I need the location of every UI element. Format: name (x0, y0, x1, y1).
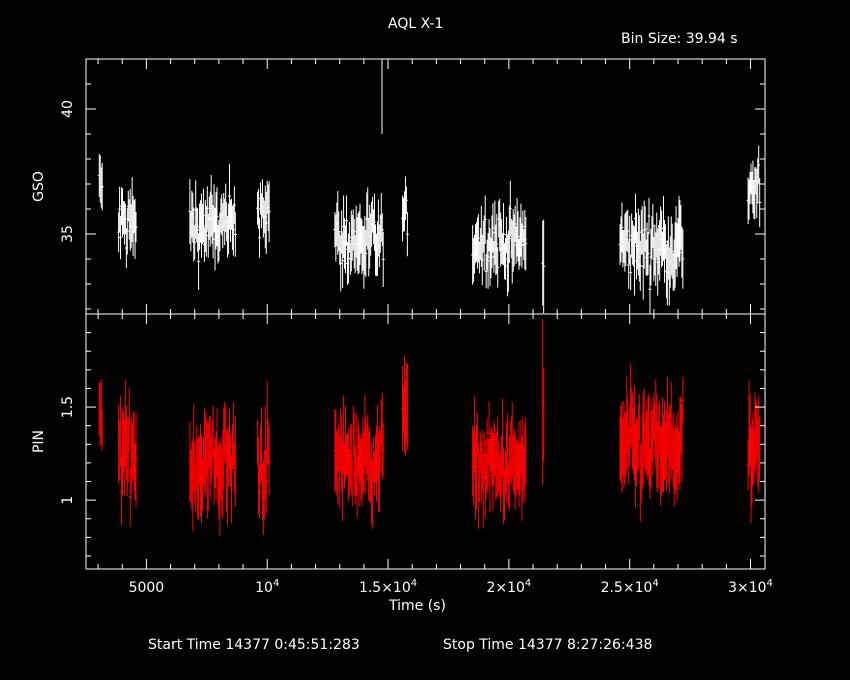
y-axis-label-pin: PIN (31, 430, 47, 453)
x-axis-label: Time (s) (389, 598, 446, 614)
y-tick-label: 40 (60, 100, 76, 118)
x-tick-label: 2×104 (486, 578, 531, 596)
y-tick-label: 1 (60, 496, 76, 505)
bin-size-label: Bin Size: 39.94 s (621, 31, 738, 47)
x-tick-label: 3×104 (728, 578, 773, 596)
panel-pin-frame (85, 313, 766, 570)
x-tick-label: 2.5×104 (601, 578, 659, 596)
panel-pin-data (97, 319, 762, 536)
start-time-label: Start Time 14377 0:45:51:283 (148, 637, 360, 653)
y-tick-label: 1.5 (60, 396, 76, 418)
y-axis-label-gso: GSO (31, 171, 47, 202)
panel-gso-data (97, 59, 762, 314)
stop-time-label: Stop Time 14377 8:27:26:438 (443, 637, 653, 653)
chart-title: AQL X-1 (388, 16, 444, 32)
x-tick-label: 1.5×104 (359, 578, 417, 596)
x-tick-label: 5000 (129, 580, 165, 596)
x-tick-label: 104 (255, 578, 279, 596)
y-tick-label: 35 (60, 225, 76, 243)
panel-gso-frame (85, 58, 766, 315)
